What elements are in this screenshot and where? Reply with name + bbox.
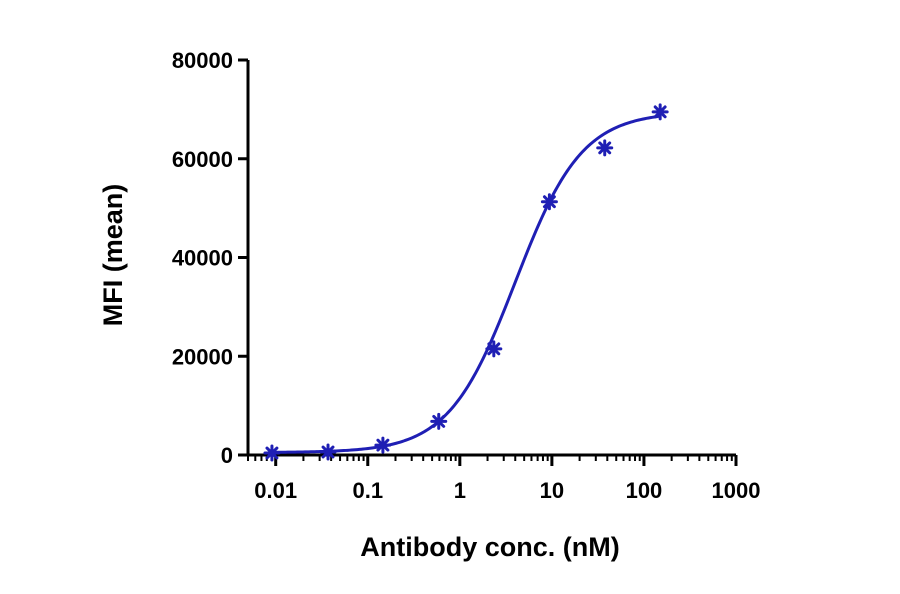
data-point-center bbox=[435, 418, 442, 425]
data-point bbox=[540, 193, 558, 211]
x-tick-label: 0.01 bbox=[254, 478, 297, 503]
data-point bbox=[651, 103, 669, 121]
data-point-center bbox=[546, 198, 553, 205]
data-point-center bbox=[379, 442, 386, 449]
data-point-center bbox=[268, 450, 275, 457]
data-point bbox=[596, 139, 614, 157]
x-tick-label: 0.1 bbox=[352, 478, 383, 503]
data-point-center bbox=[490, 345, 497, 352]
data-points-group bbox=[263, 103, 669, 462]
fit-curve-group bbox=[271, 114, 661, 454]
x-tick-label: 1 bbox=[454, 478, 466, 503]
fit-curve bbox=[271, 114, 661, 454]
data-point-center bbox=[325, 449, 332, 456]
y-axis: 0 20000 40000 60000 80000 bbox=[172, 48, 250, 468]
x-tick-label: 100 bbox=[626, 478, 663, 503]
x-tick-label: 1000 bbox=[712, 478, 761, 503]
data-point bbox=[319, 443, 337, 461]
data-point-center bbox=[657, 108, 664, 115]
y-tick-label: 80000 bbox=[172, 48, 233, 73]
x-axis-title: Antibody conc. (nM) bbox=[360, 532, 619, 562]
data-point bbox=[430, 412, 448, 430]
data-point bbox=[485, 340, 503, 358]
data-point-center bbox=[601, 144, 608, 151]
y-tick-label: 60000 bbox=[172, 147, 233, 172]
y-axis-title: MFI (mean) bbox=[98, 184, 128, 327]
data-point bbox=[374, 436, 392, 454]
data-point bbox=[263, 444, 281, 462]
x-tick-label: 10 bbox=[540, 478, 564, 503]
y-tick-label: 20000 bbox=[172, 344, 233, 369]
y-tick-label: 0 bbox=[221, 443, 233, 468]
x-axis: 0.01 0.1 1 10 100 1000 bbox=[247, 453, 761, 503]
y-tick-label: 40000 bbox=[172, 246, 233, 271]
